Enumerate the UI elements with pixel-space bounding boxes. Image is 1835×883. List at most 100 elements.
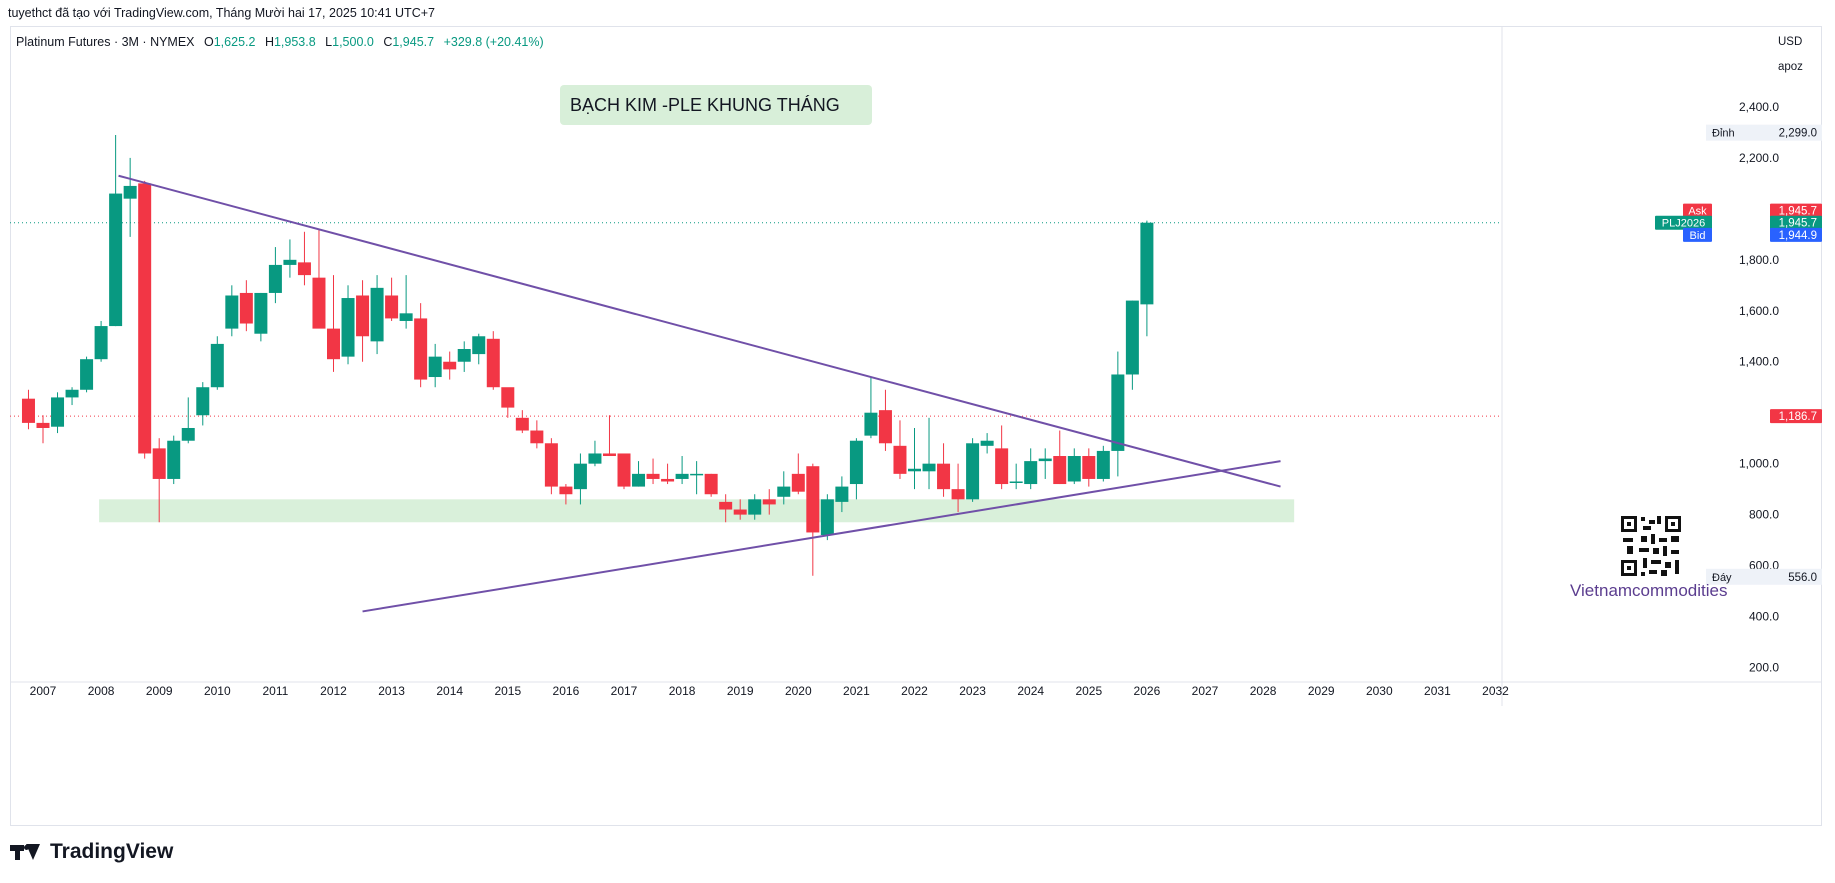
candle-body[interactable] <box>36 422 50 428</box>
annotation-label[interactable]: BẠCH KIM -PLE KHUNG THÁNG <box>560 85 872 125</box>
candle-body[interactable] <box>806 466 820 533</box>
time-axis-tick: 2028 <box>1250 684 1277 698</box>
candle-body[interactable] <box>573 463 587 490</box>
candle-body[interactable] <box>80 359 94 390</box>
candle-body[interactable] <box>646 473 660 479</box>
candle-body[interactable] <box>51 397 65 427</box>
tradingview-brand-text: TradingView <box>50 840 174 863</box>
candle-body[interactable] <box>341 298 355 357</box>
trendline-resistance[interactable] <box>118 174 1281 488</box>
candle-body[interactable] <box>1024 461 1038 485</box>
time-axis-tick: 2024 <box>1017 684 1044 698</box>
candle-body[interactable] <box>632 473 646 487</box>
candle-body[interactable] <box>385 295 399 319</box>
candle-body[interactable] <box>835 486 849 502</box>
candle-body[interactable] <box>1009 481 1023 483</box>
candle-body[interactable] <box>922 463 936 472</box>
symbol-legend: Platinum Futures · 3M · NYMEX O1,625.2 H… <box>16 35 544 49</box>
time-axis-tick: 2014 <box>436 684 463 698</box>
symbol-name[interactable]: Platinum Futures · 3M · NYMEX <box>16 35 195 49</box>
candle-body[interactable] <box>617 453 631 487</box>
candle-body[interactable] <box>312 277 326 329</box>
candle-body[interactable] <box>428 356 442 378</box>
candle-body[interactable] <box>1096 450 1110 479</box>
candle-body[interactable] <box>501 387 515 408</box>
candle-body[interactable] <box>675 473 689 479</box>
candle-body[interactable] <box>864 412 878 436</box>
candle-body[interactable] <box>980 440 994 446</box>
candle-body[interactable] <box>399 313 413 321</box>
candle-body[interactable] <box>414 318 428 380</box>
tradingview-logo[interactable]: TradingView <box>10 840 173 864</box>
candle-body[interactable] <box>777 486 791 497</box>
candle-body[interactable] <box>748 499 762 515</box>
candle-body[interactable] <box>356 295 370 337</box>
candle-body[interactable] <box>1140 222 1154 305</box>
time-axis-tick: 2032 <box>1482 684 1509 698</box>
candle-body[interactable] <box>1125 300 1139 375</box>
candle-body[interactable] <box>457 349 471 362</box>
candle-body[interactable] <box>327 328 340 360</box>
candle-body[interactable] <box>1067 456 1081 482</box>
candle-body[interactable] <box>370 287 384 342</box>
candle-body[interactable] <box>1053 456 1067 485</box>
candle-body[interactable] <box>152 448 166 479</box>
candle-body[interactable] <box>690 473 704 476</box>
candle-body[interactable] <box>94 326 108 360</box>
candle-body[interactable] <box>719 501 733 510</box>
candle-body[interactable] <box>530 430 544 444</box>
candle-body[interactable] <box>443 361 457 370</box>
candle-body[interactable] <box>791 473 805 492</box>
candle-body[interactable] <box>239 292 253 324</box>
time-axis-tick: 2010 <box>204 684 231 698</box>
candle-body[interactable] <box>602 453 616 457</box>
candle-body[interactable] <box>21 398 35 423</box>
candle-body[interactable] <box>951 489 965 500</box>
candle-body[interactable] <box>1082 456 1096 479</box>
candle-body[interactable] <box>937 463 951 490</box>
candle-body[interactable] <box>762 499 776 505</box>
candle-body[interactable] <box>966 443 980 500</box>
candle-body[interactable] <box>254 292 268 334</box>
time-axis-tick: 2009 <box>146 684 173 698</box>
candle-body[interactable] <box>661 478 675 482</box>
candle-body[interactable] <box>297 262 311 276</box>
candle-body[interactable] <box>1038 458 1052 462</box>
candle-body[interactable] <box>283 259 297 265</box>
contract-tag-value: 1,945.7 <box>1779 218 1817 230</box>
candle-body[interactable] <box>196 387 210 416</box>
price-axis-tick: 200.0 <box>1749 661 1779 675</box>
candle-body[interactable] <box>559 486 573 495</box>
candle-body[interactable] <box>138 183 152 454</box>
candle-body[interactable] <box>878 410 892 444</box>
candle-body[interactable] <box>733 509 747 515</box>
currency-label[interactable]: USD <box>1778 36 1803 48</box>
candle-body[interactable] <box>181 427 195 441</box>
candle-body[interactable] <box>893 445 907 474</box>
candle-body[interactable] <box>268 264 282 293</box>
candle-body[interactable] <box>544 443 558 487</box>
candle-body[interactable] <box>65 389 79 398</box>
price-axis-tick: 1,600.0 <box>1739 304 1779 318</box>
candle-body[interactable] <box>210 343 224 388</box>
candle-body[interactable] <box>588 453 602 464</box>
candle-body[interactable] <box>908 468 921 472</box>
candle-body[interactable] <box>995 448 1009 485</box>
candle-body[interactable] <box>472 336 486 355</box>
candle-body[interactable] <box>123 185 137 199</box>
candle-body[interactable] <box>225 295 239 329</box>
candle-body[interactable] <box>820 499 834 536</box>
candle-body[interactable] <box>486 338 500 388</box>
candle-body[interactable] <box>515 417 529 431</box>
candle-body[interactable] <box>167 440 181 479</box>
ask-tag-label: Ask <box>1688 206 1707 218</box>
open-value: 1,625.2 <box>213 35 256 49</box>
candle-body[interactable] <box>849 440 863 485</box>
trendline-support[interactable] <box>362 460 1281 613</box>
ask-tag-value-bg <box>1770 203 1822 218</box>
candle-body[interactable] <box>1111 374 1125 451</box>
candle-body[interactable] <box>704 473 718 495</box>
candle-body[interactable] <box>109 193 123 327</box>
support-zone[interactable] <box>99 499 1295 523</box>
